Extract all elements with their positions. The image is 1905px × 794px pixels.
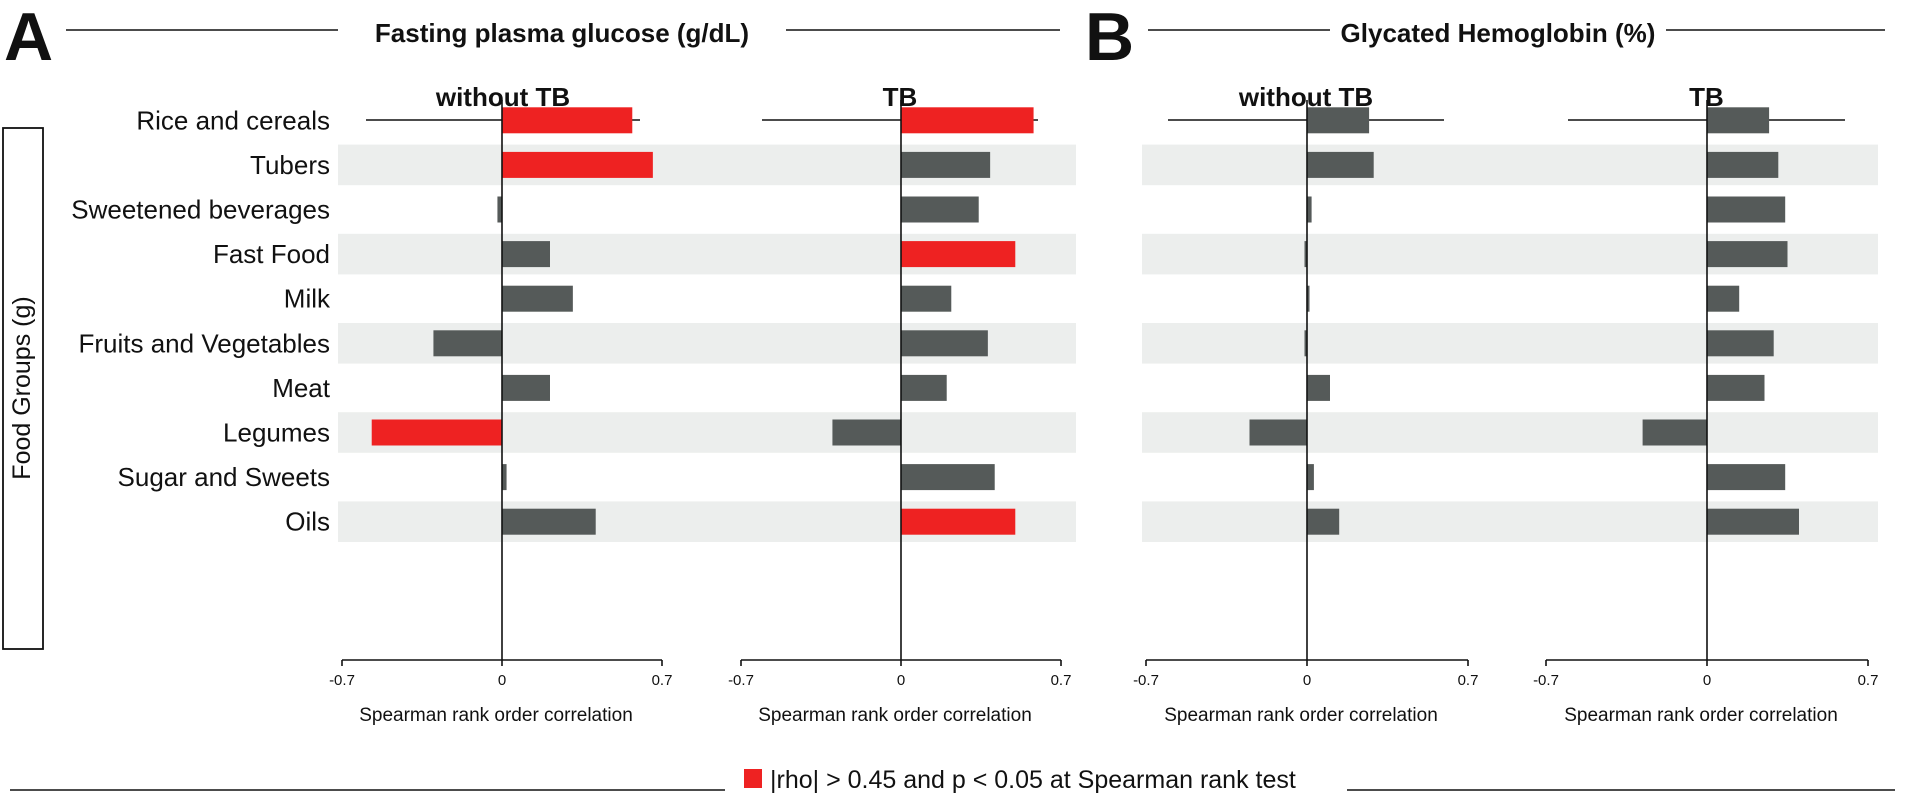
category-label: Oils bbox=[285, 507, 330, 537]
bar-oils bbox=[901, 508, 1016, 535]
bar-tubers bbox=[1707, 151, 1779, 178]
category-label: Fruits and Vegetables bbox=[79, 328, 331, 358]
bar-sugar-and-sweets bbox=[1707, 464, 1786, 491]
panel-a-letter: A bbox=[4, 0, 53, 75]
bar-tubers bbox=[502, 151, 653, 178]
bar-sugar-and-sweets bbox=[1307, 464, 1314, 491]
category-label: Rice and cereals bbox=[136, 105, 330, 135]
x-axis-title: Spearman rank order correlation bbox=[1164, 705, 1438, 726]
x-tick-label: 0 bbox=[498, 672, 506, 689]
bar-sweetened-beverages bbox=[1707, 196, 1786, 223]
legend-significant-swatch bbox=[744, 769, 762, 788]
bar-legumes bbox=[832, 419, 901, 446]
x-axis-title: Spearman rank order correlation bbox=[359, 705, 633, 726]
x-tick-label: -0.7 bbox=[329, 672, 355, 689]
legend-text: |rho| > 0.45 and p < 0.05 at Spearman ra… bbox=[770, 766, 1296, 794]
category-label: Tubers bbox=[250, 150, 330, 180]
category-label: Sugar and Sweets bbox=[118, 462, 330, 492]
bar-fruits-and-vegetables bbox=[433, 330, 502, 357]
bar-meat bbox=[901, 374, 947, 401]
bar-sweetened-beverages bbox=[497, 196, 502, 223]
x-tick-label: 0.7 bbox=[1458, 672, 1479, 689]
bar-fruits-and-vegetables bbox=[1304, 330, 1307, 357]
bar-rice-and-cereals bbox=[901, 107, 1034, 134]
bar-legumes bbox=[1249, 419, 1307, 446]
category-label: Fast Food bbox=[213, 239, 330, 269]
subplot-a-tb: TB -0.7 0 0.7 Spearman rank order correlatio… bbox=[728, 82, 1071, 726]
bar-meat bbox=[1307, 374, 1330, 401]
subplot-b-without-tb: without TB -0.7 0 0.7 Spearman rank order co… bbox=[1133, 82, 1478, 726]
x-tick-label: 0.7 bbox=[1051, 672, 1072, 689]
x-tick-label: -0.7 bbox=[1533, 672, 1559, 689]
bar-legumes bbox=[1642, 419, 1707, 446]
bar-sweetened-beverages bbox=[901, 196, 979, 223]
panel-b-letter: B bbox=[1085, 0, 1134, 75]
bar-oils bbox=[1707, 508, 1799, 535]
bar-rice-and-cereals bbox=[1707, 107, 1770, 134]
x-tick-label: 0 bbox=[897, 672, 905, 689]
panel-a-title: Fasting plasma glucose (g/dL) bbox=[375, 18, 749, 48]
category-labels: Rice and cereals Tubers Sweetened beverage… bbox=[71, 105, 331, 536]
bar-milk bbox=[502, 285, 573, 312]
bar-sugar-and-sweets bbox=[502, 464, 507, 491]
category-label: Meat bbox=[272, 373, 331, 403]
subplot-title: without TB bbox=[1238, 82, 1373, 112]
x-tick-label: 0.7 bbox=[1858, 672, 1879, 689]
x-tick-label: 0.7 bbox=[652, 672, 673, 689]
bar-fast-food bbox=[1304, 241, 1307, 268]
panel-b-title: Glycated Hemoglobin (%) bbox=[1341, 18, 1656, 48]
bar-milk bbox=[1707, 285, 1740, 312]
x-tick-label: -0.7 bbox=[728, 672, 754, 689]
bar-sugar-and-sweets bbox=[901, 464, 995, 491]
row-bands bbox=[338, 144, 1878, 542]
x-tick-label: -0.7 bbox=[1133, 672, 1159, 689]
bar-fast-food bbox=[901, 241, 1016, 268]
bar-sweetened-beverages bbox=[1307, 196, 1312, 223]
bar-fast-food bbox=[1707, 241, 1788, 268]
bar-rice-and-cereals bbox=[1307, 107, 1370, 134]
food-groups-label-box bbox=[2, 127, 44, 650]
category-label: Sweetened beverages bbox=[71, 195, 330, 225]
bar-legumes bbox=[371, 419, 502, 446]
bar-oils bbox=[502, 508, 596, 535]
category-label: Legumes bbox=[223, 418, 330, 448]
bar-tubers bbox=[901, 151, 991, 178]
bar-milk bbox=[901, 285, 952, 312]
bar-oils bbox=[1307, 508, 1340, 535]
x-axis-title: Spearman rank order correlation bbox=[1564, 705, 1838, 726]
x-tick-label: 0 bbox=[1703, 672, 1711, 689]
bar-tubers bbox=[1307, 151, 1374, 178]
bar-meat bbox=[502, 374, 550, 401]
bar-fruits-and-vegetables bbox=[1707, 330, 1774, 357]
bar-meat bbox=[1707, 374, 1765, 401]
category-label: Milk bbox=[284, 284, 331, 314]
subplots: without TB -0.7 0 0.7 Spearman rank order co… bbox=[329, 82, 1878, 726]
subplot-title: TB bbox=[883, 82, 918, 112]
y-group-label: Food Groups (g) bbox=[8, 296, 36, 479]
x-axis-title: Spearman rank order correlation bbox=[758, 705, 1032, 726]
bar-milk bbox=[1307, 285, 1310, 312]
bar-fruits-and-vegetables bbox=[901, 330, 988, 357]
bar-fast-food bbox=[502, 241, 550, 268]
bar-rice-and-cereals bbox=[502, 107, 633, 134]
x-tick-label: 0 bbox=[1303, 672, 1311, 689]
